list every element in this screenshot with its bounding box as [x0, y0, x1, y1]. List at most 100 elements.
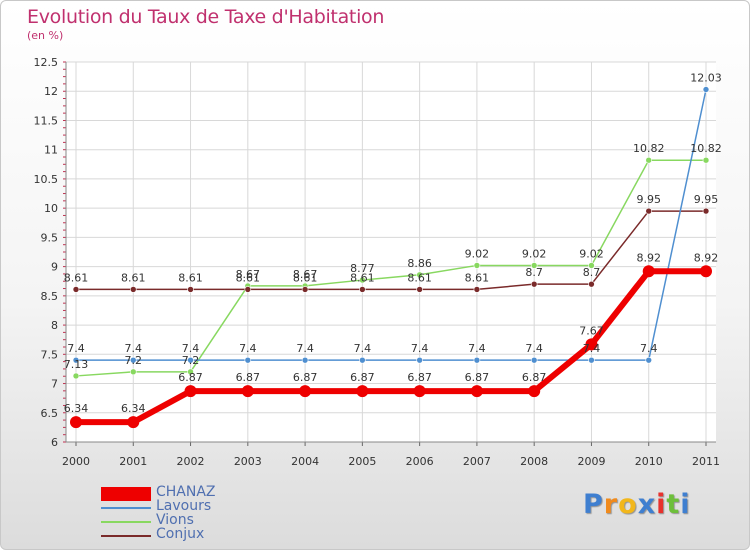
data-point: [530, 356, 538, 364]
data-point: [244, 356, 252, 364]
x-tick-label: 2007: [463, 455, 491, 468]
data-point: [129, 356, 137, 364]
x-tick-label: 2006: [406, 455, 434, 468]
legend-label: Conjux: [156, 526, 205, 542]
data-label: 7.4: [182, 342, 200, 355]
data-point: [356, 385, 369, 398]
data-label: 9.95: [694, 193, 719, 206]
series-line-vions: [75, 159, 706, 377]
data-point: [244, 286, 252, 293]
data-label: 8.61: [407, 271, 432, 284]
data-label: 9.02: [579, 247, 604, 260]
data-point: [588, 280, 595, 288]
data-label: 8.61: [293, 271, 318, 284]
x-tick-label: 2000: [62, 455, 90, 468]
data-label: 7.4: [239, 342, 257, 355]
x-tick-label: 2010: [635, 455, 663, 468]
data-point: [702, 86, 710, 93]
data-label: 6.87: [236, 371, 261, 384]
legend-swatch: [101, 535, 151, 537]
data-label: 6.34: [121, 402, 146, 415]
chart-subtitle: (en %): [27, 29, 64, 42]
y-tick-label: 8: [51, 319, 58, 332]
data-label: 9.02: [522, 247, 547, 260]
data-point: [184, 385, 197, 398]
y-tick-label: 10: [44, 202, 58, 215]
data-point: [72, 372, 80, 380]
data-point: [528, 385, 541, 398]
data-label: 7.67: [579, 324, 604, 337]
logo-letter: i: [656, 489, 667, 520]
data-point: [585, 338, 598, 351]
y-tick-label: 10.5: [34, 173, 59, 186]
y-tick-label: 11: [44, 144, 58, 157]
data-point: [241, 385, 254, 398]
y-tick-label: 7.5: [41, 348, 59, 361]
data-label: 6.87: [350, 371, 375, 384]
logo-letter: o: [618, 489, 638, 520]
data-label: 8.86: [407, 257, 432, 270]
data-point: [359, 356, 366, 364]
y-tick-label: 12: [44, 85, 58, 98]
data-label: 10.82: [690, 142, 722, 155]
data-label: 7.4: [525, 342, 543, 355]
y-tick-label: 12.5: [34, 56, 59, 69]
data-point: [413, 385, 426, 398]
logo-letter: t: [666, 489, 681, 520]
legend-label: Vions: [156, 512, 194, 528]
data-label: 6.87: [522, 371, 547, 384]
plot-area: [66, 62, 716, 442]
data-point: [702, 156, 710, 164]
data-point: [473, 356, 481, 364]
data-point: [301, 286, 309, 293]
series-line-lavours: [76, 89, 707, 361]
data-point: [645, 356, 653, 364]
data-label: 8.92: [694, 251, 719, 264]
data-label: 7.4: [125, 342, 143, 355]
data-point: [470, 385, 483, 398]
data-point: [645, 156, 653, 164]
data-label: 8.77: [350, 262, 375, 275]
data-point: [416, 286, 423, 293]
data-point: [473, 262, 481, 269]
proxiti-logo: Proxiti: [583, 489, 691, 520]
data-label: 7.2: [182, 354, 200, 367]
data-label: 7.2: [125, 354, 143, 367]
data-point: [702, 207, 710, 215]
data-label: 6.87: [407, 371, 432, 384]
data-point: [588, 356, 595, 364]
data-point: [530, 262, 538, 269]
data-point: [700, 265, 712, 278]
data-point: [301, 356, 309, 364]
data-label: 9.95: [636, 193, 661, 206]
data-point: [127, 416, 140, 429]
x-tick-label: 2001: [119, 455, 147, 468]
data-point: [416, 356, 423, 364]
chart-title: Evolution du Taux de Taxe d'Habitation: [27, 6, 385, 28]
x-tick-label: 2008: [520, 455, 548, 468]
legend-swatch: [101, 487, 151, 501]
data-label: 7.4: [583, 342, 601, 355]
y-tick-label: 9.5: [41, 231, 59, 244]
series-line-chanaz: [76, 268, 706, 426]
data-point: [72, 356, 80, 364]
data-point: [129, 286, 137, 293]
data-point: [187, 368, 194, 376]
data-label: 6.87: [293, 371, 318, 384]
legend-swatch: [101, 521, 151, 523]
data-point: [473, 286, 481, 293]
data-label: 8.61: [64, 271, 89, 284]
data-label: 12.03: [690, 71, 722, 84]
x-tick-label: 2002: [177, 455, 205, 468]
data-label: 7.4: [468, 342, 486, 355]
data-label: 10.82: [633, 142, 665, 155]
data-label: 7.4: [354, 342, 372, 355]
data-point: [187, 356, 194, 364]
data-point: [416, 271, 423, 279]
x-tick-label: 2004: [291, 455, 319, 468]
data-label: 8.7: [525, 266, 543, 279]
data-label: 7.13: [64, 358, 89, 371]
data-point: [72, 286, 80, 293]
